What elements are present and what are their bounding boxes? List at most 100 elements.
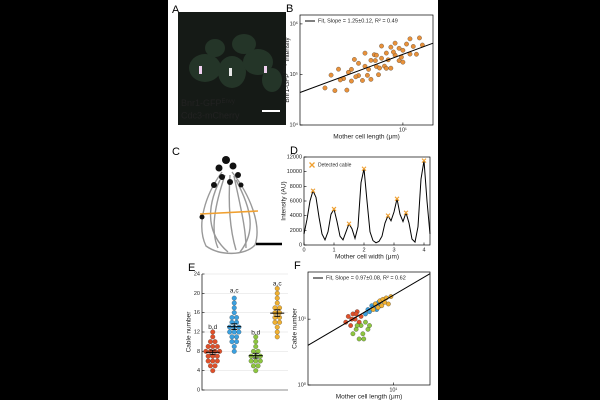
label-superscript: Envy <box>222 99 235 105</box>
data-point <box>253 358 259 364</box>
cable-marker <box>394 196 400 202</box>
data-point <box>234 334 239 340</box>
data-point <box>360 78 365 83</box>
data-point <box>214 353 220 359</box>
data-point <box>212 348 218 354</box>
data-point <box>373 58 378 63</box>
data-point <box>383 50 389 56</box>
data-point <box>328 72 334 78</box>
data-point <box>368 58 374 63</box>
data-point <box>272 319 278 325</box>
y-tick-label: 10⁵ <box>290 71 298 78</box>
cable-marker <box>385 213 391 219</box>
line-scan <box>199 210 259 215</box>
x-axis-label: Mother cell length (μm) <box>336 394 403 400</box>
y-tick-label: 10000 <box>287 169 302 175</box>
data-point <box>253 339 259 345</box>
data-point <box>274 324 280 330</box>
data-point <box>234 339 239 345</box>
data-point <box>229 334 235 340</box>
data-point <box>417 35 422 41</box>
cable-marker <box>346 221 352 227</box>
y-axis-label: Bnr1-GFPEnvy Intensity <box>282 37 291 103</box>
y-axis-label: Cable number <box>186 311 193 353</box>
error-bar <box>231 323 238 330</box>
data-point <box>400 47 406 53</box>
x-tick-label: 3 <box>392 247 395 253</box>
data-point <box>214 358 220 364</box>
data-point <box>274 286 280 291</box>
data-point <box>349 67 354 72</box>
data-point <box>207 339 213 345</box>
data-point <box>362 50 368 56</box>
annotation: a,c <box>230 288 239 295</box>
y-tick-label: 10¹ <box>298 317 306 323</box>
legend-label: Fit, Slope = 1.25±0.12, R² = 0.49 <box>318 18 398 24</box>
data-point <box>272 315 278 320</box>
data-point <box>234 315 239 320</box>
x-tick-label: 10¹ <box>389 387 397 393</box>
label-text: Intensity <box>284 37 291 64</box>
channel-label: Cdc3-mCherry <box>181 110 240 120</box>
y-tick-label: 0 <box>197 387 200 393</box>
data-point <box>255 363 261 369</box>
y-tick-label: 8 <box>197 349 200 355</box>
data-point <box>210 344 216 349</box>
data-point <box>361 336 367 342</box>
panel-letter: E <box>188 262 195 274</box>
data-point <box>205 344 211 349</box>
panel-letter: F <box>294 260 301 272</box>
data-point <box>217 348 223 354</box>
y-tick-label: 4000 <box>290 213 302 219</box>
y-tick-label: 12000 <box>287 154 302 160</box>
y-tick-label: 10⁰ <box>298 381 307 388</box>
data-point <box>392 40 398 46</box>
data-point <box>253 334 259 340</box>
data-point <box>352 57 357 62</box>
error-bar <box>209 349 216 355</box>
data-point <box>353 311 359 317</box>
data-point <box>348 323 354 328</box>
data-point <box>353 74 359 80</box>
data-point <box>231 344 237 349</box>
y-tick-label: 6000 <box>290 198 302 204</box>
data-point <box>375 305 381 310</box>
cable-marker <box>403 210 409 216</box>
y-tick-label: 20 <box>194 291 200 297</box>
plot-frame <box>299 14 434 126</box>
data-point <box>379 303 385 309</box>
bud-necks <box>199 66 267 76</box>
data-point <box>386 301 391 307</box>
data-point <box>231 348 237 354</box>
data-point <box>363 319 368 325</box>
data-point <box>407 36 413 42</box>
channel-label: Bnr1-GFPEnvy <box>181 98 235 108</box>
data-point <box>345 314 351 319</box>
data-point <box>231 300 237 306</box>
annotation: b,d <box>251 330 260 337</box>
data-point <box>231 305 237 311</box>
data-point <box>253 368 259 374</box>
x-tick-label: 10¹ <box>399 127 407 133</box>
data-point <box>404 41 409 47</box>
data-point <box>210 368 216 374</box>
data-point <box>367 323 372 328</box>
y-tick-label: 0 <box>299 242 302 248</box>
data-point <box>227 329 233 335</box>
plot-frame <box>307 271 431 386</box>
y-tick-label: 8000 <box>290 184 302 190</box>
data-point <box>248 358 254 364</box>
cable-marker <box>310 188 316 194</box>
error-bar <box>252 352 259 359</box>
data-point <box>277 319 282 325</box>
data-point <box>410 44 416 49</box>
y-tick-label: 10⁶ <box>290 20 298 27</box>
y-tick-label: 2000 <box>290 228 302 234</box>
error-bar <box>274 309 281 317</box>
cable-marker <box>421 158 427 164</box>
data-point <box>396 45 402 51</box>
data-point <box>229 339 235 345</box>
intensity-line <box>303 160 431 244</box>
legend-swatch <box>309 162 315 168</box>
